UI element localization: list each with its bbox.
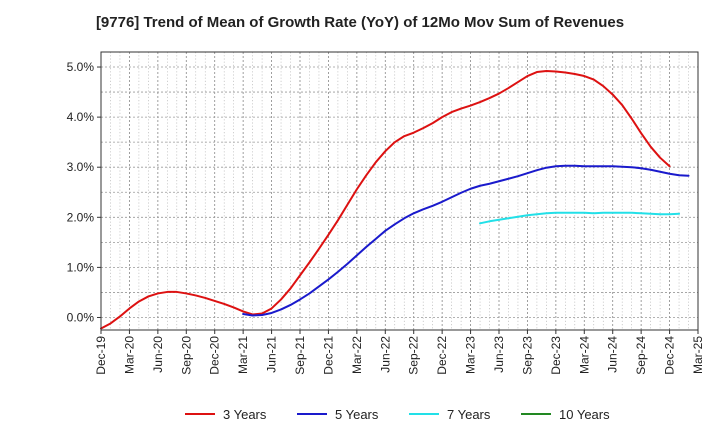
x-tick-label: Jun-20 xyxy=(151,336,165,373)
x-tick-label: Mar-25 xyxy=(691,336,705,374)
legend-label: 3 Years xyxy=(223,407,267,422)
legend-label: 7 Years xyxy=(447,407,491,422)
x-tick-label: Dec-20 xyxy=(208,336,222,375)
y-tick-label: 1.0% xyxy=(67,260,95,274)
x-tick-label: Dec-22 xyxy=(435,336,449,375)
x-tick-label: Sep-21 xyxy=(293,336,307,375)
series-line-7-years xyxy=(479,211,681,225)
x-tick-label: Mar-23 xyxy=(464,336,478,374)
x-tick-label: Dec-19 xyxy=(94,336,108,375)
y-tick-label: 3.0% xyxy=(67,160,95,174)
x-tick-label: Sep-23 xyxy=(520,336,534,375)
x-tick-label: Sep-22 xyxy=(407,336,421,375)
x-tick-label: Jun-21 xyxy=(265,336,279,373)
x-tick-label: Mar-21 xyxy=(236,336,250,374)
plot-frame xyxy=(100,51,699,331)
series-line-3-years xyxy=(100,70,671,330)
chart-title: [9776] Trend of Mean of Growth Rate (YoY… xyxy=(95,14,625,31)
x-tick-label: Mar-20 xyxy=(122,336,136,374)
y-tick-label: 5.0% xyxy=(67,60,95,74)
y-tick-label: 0.0% xyxy=(67,310,95,324)
legend-label: 10 Years xyxy=(559,407,610,422)
x-tick-label: Sep-20 xyxy=(179,336,193,375)
y-tick-label: 4.0% xyxy=(67,110,95,124)
x-tick-label: Dec-24 xyxy=(663,336,677,375)
y-tick-label: 2.0% xyxy=(67,210,95,224)
x-tick-label: Dec-23 xyxy=(549,336,563,375)
x-tick-label: Sep-24 xyxy=(634,336,648,375)
x-tick-label: Jun-24 xyxy=(606,336,620,373)
x-tick-label: Jun-22 xyxy=(378,336,392,373)
legend-label: 5 Years xyxy=(335,407,379,422)
x-tick-label: Mar-24 xyxy=(577,336,591,374)
x-tick-label: Jun-23 xyxy=(492,336,506,373)
series-line-5-years xyxy=(242,164,690,317)
x-tick-label: Mar-22 xyxy=(350,336,364,374)
x-tick-label: Dec-21 xyxy=(321,336,335,375)
